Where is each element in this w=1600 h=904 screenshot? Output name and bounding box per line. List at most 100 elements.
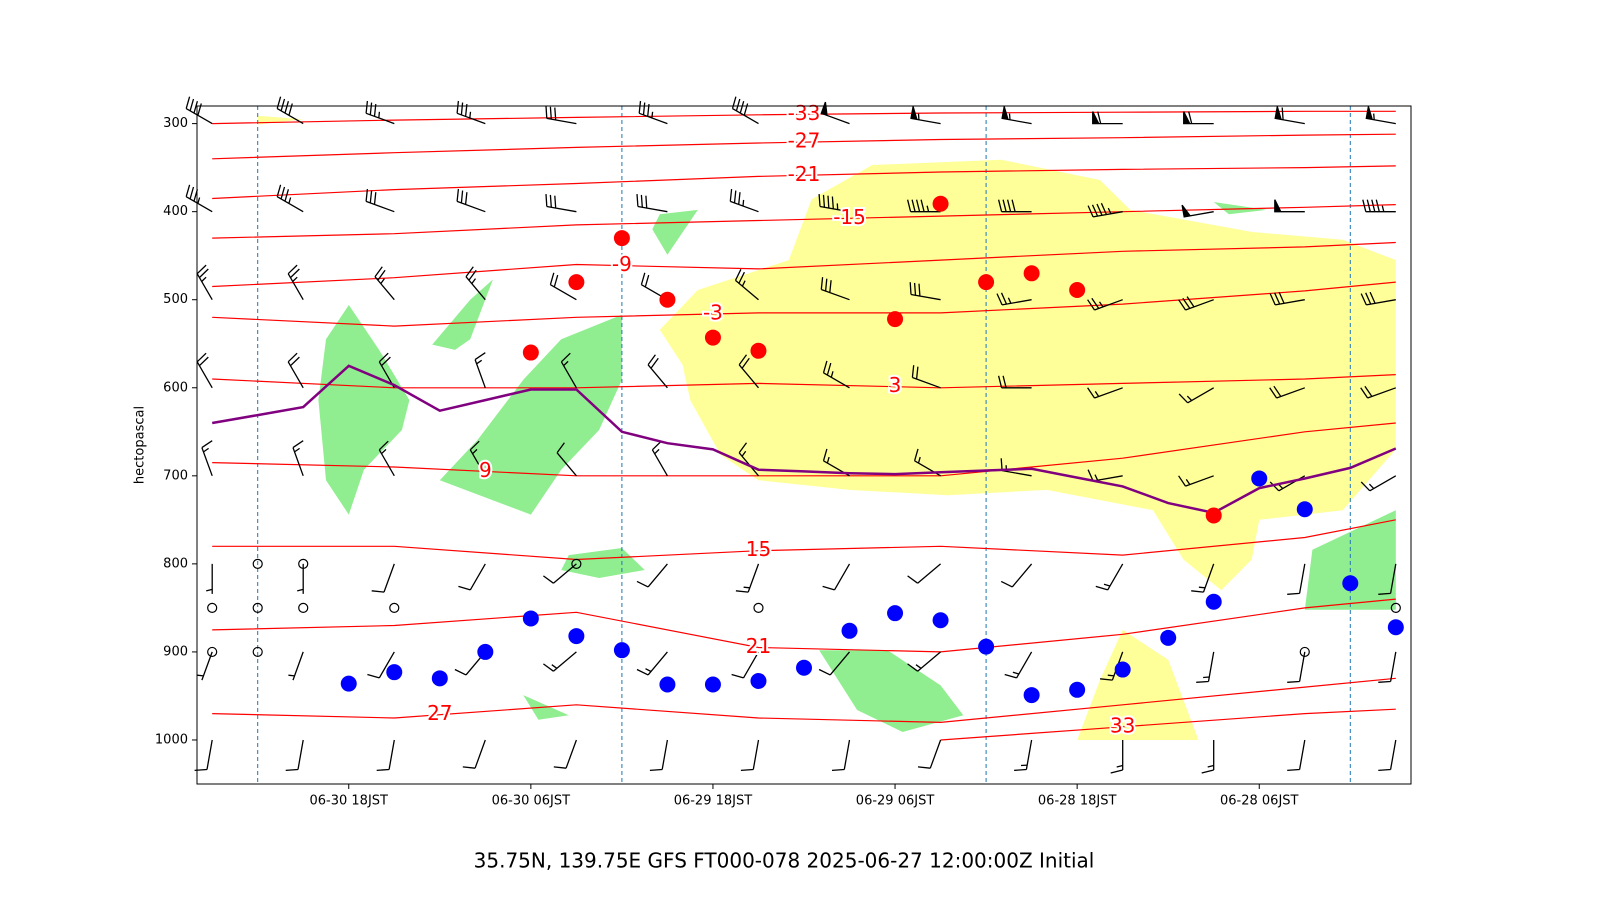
wind-barb [1001, 106, 1032, 125]
x-tick-label: 06-30 06JST [492, 794, 571, 809]
wind-barb [1274, 106, 1305, 125]
point [522, 610, 539, 627]
wind-barb [1362, 199, 1396, 213]
wind-barb [1087, 469, 1123, 482]
point [887, 605, 904, 622]
isotherm-label: -21 [788, 162, 821, 186]
wind-barb [376, 739, 395, 772]
point [477, 643, 494, 660]
y-axis-label: hectopascal [133, 406, 148, 484]
wind-barb [740, 739, 760, 772]
point [659, 676, 676, 693]
wind-barb [820, 101, 850, 125]
wind-barb [1092, 111, 1123, 125]
point [1205, 593, 1222, 610]
wind-barb [734, 269, 759, 301]
wind-barb [206, 563, 213, 594]
wind-barb [276, 184, 304, 213]
wind-barb [818, 194, 850, 213]
wind-barb [185, 184, 213, 213]
x-tick-label: 06-28 06JST [1220, 794, 1299, 809]
wind-barb [1196, 651, 1215, 683]
calm-marker [298, 558, 309, 569]
calm-marker [753, 602, 764, 613]
isotherm-label: 15 [746, 537, 771, 561]
wind-barb [201, 440, 213, 477]
chart-title: 35.75N, 139.75E GFS FT000-078 2025-06-27… [474, 849, 1095, 873]
wind-barb [906, 199, 941, 213]
x-tick-label: 06-30 18JST [310, 794, 389, 809]
y-tick-label: 300 [163, 116, 188, 131]
wind-barb [917, 739, 942, 769]
y-tick-label: 1000 [155, 732, 188, 747]
isotherm [940, 708, 1396, 741]
wind-barb [638, 100, 668, 125]
wind-barb [1110, 740, 1124, 774]
wind-barb [365, 100, 395, 125]
wind-barb [285, 739, 304, 772]
wind-barb [911, 365, 941, 389]
wind-barb [287, 264, 304, 301]
shaded-region [659, 159, 1396, 591]
wind-barb [1360, 475, 1397, 492]
isotherm [212, 519, 1396, 561]
wind-barb [545, 106, 577, 125]
level-line [211, 364, 1397, 515]
x-tick-label: 06-29 18JST [674, 794, 753, 809]
wind-barb [556, 442, 577, 477]
calm-marker [252, 558, 263, 569]
wind-barb [374, 266, 395, 301]
wind-barb [545, 194, 577, 213]
wind-barb [822, 563, 851, 591]
calm-marker [571, 558, 582, 569]
point [1296, 501, 1313, 518]
x-tick-label: 06-28 18JST [1038, 794, 1117, 809]
wind-barb [462, 739, 486, 769]
wind-barb [636, 651, 668, 676]
calm-marker [207, 602, 218, 613]
wind-barb [997, 375, 1032, 389]
wind-barb [1178, 387, 1215, 404]
point [1023, 687, 1040, 704]
point [1114, 661, 1131, 678]
point [340, 675, 357, 692]
point [704, 329, 721, 346]
wind-barb [276, 96, 304, 125]
y-tick-label: 500 [163, 292, 188, 307]
wind-barb [1360, 385, 1397, 399]
isotherm-label: -3 [703, 301, 723, 325]
calm-marker [1390, 602, 1401, 613]
wind-barb [1360, 291, 1396, 306]
wind-barb [636, 563, 668, 588]
wind-barb [996, 292, 1032, 306]
point [750, 342, 767, 359]
wind-barb [909, 282, 941, 301]
wind-barb [553, 739, 578, 769]
shaded-region [1304, 510, 1396, 610]
wind-barb [1269, 385, 1306, 399]
plot-frame [196, 105, 1412, 785]
wind-barb [822, 360, 850, 389]
wind-barb [474, 352, 486, 389]
y-tick-label: 800 [163, 556, 188, 571]
wind-barb [1178, 475, 1214, 487]
wind-barb [731, 651, 760, 679]
isotherm-label: 33 [1110, 713, 1135, 737]
calm-marker [252, 646, 263, 658]
calm-marker [389, 602, 400, 613]
isotherm [212, 241, 1396, 288]
isotherm-label: -15 [833, 205, 866, 229]
wind-barb [1378, 739, 1397, 772]
point [1160, 629, 1177, 646]
wind-barb [549, 272, 577, 301]
isotherm-label: -9 [612, 252, 632, 276]
wind-barb [560, 352, 577, 389]
isotherm [212, 165, 1396, 200]
wind-barb [1014, 739, 1033, 772]
wind-barb [1365, 106, 1396, 125]
isotherm [212, 133, 1396, 160]
wind-barb [651, 440, 668, 477]
wind-barb [729, 189, 759, 213]
wind-barb [292, 440, 304, 477]
